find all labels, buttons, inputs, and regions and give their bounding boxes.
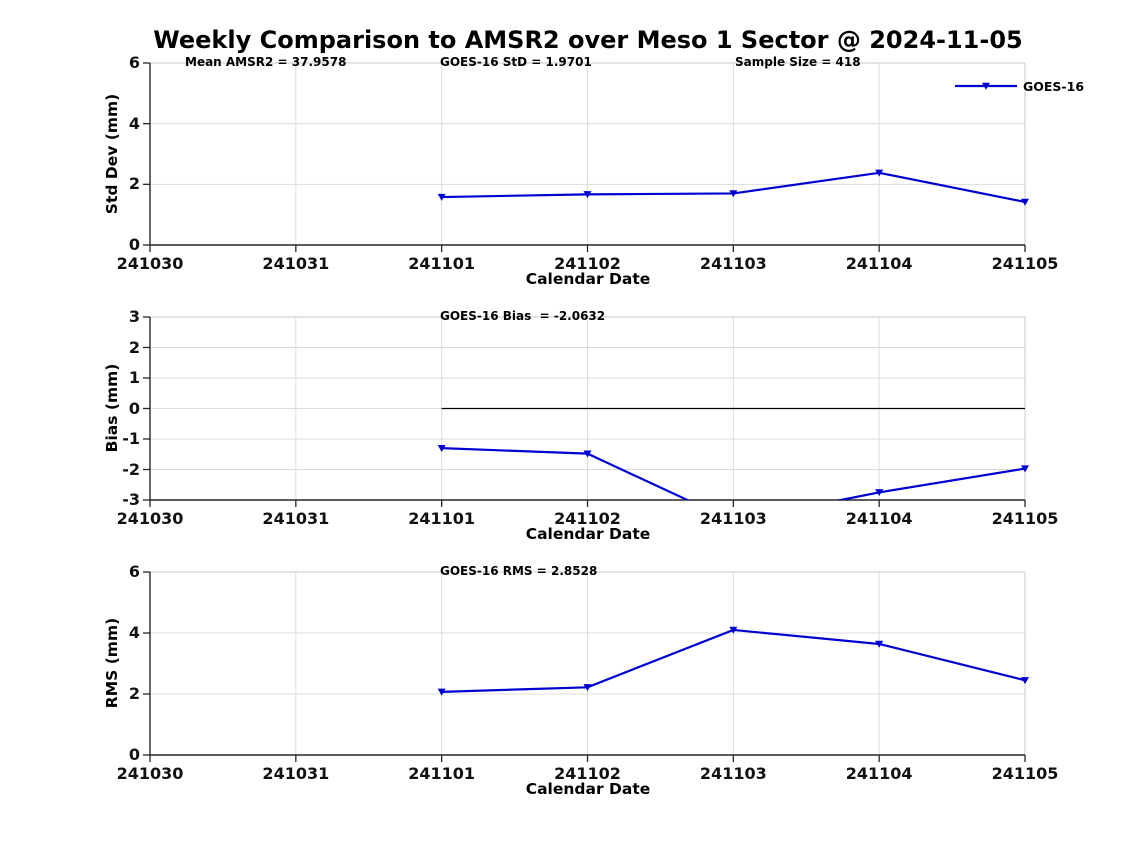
stat-annotation: GOES-16 StD = 1.9701 bbox=[440, 55, 592, 69]
data-point-marker bbox=[583, 191, 592, 199]
x-tick-label: 241102 bbox=[554, 509, 621, 528]
x-tick-label: 241030 bbox=[116, 254, 184, 273]
x-axis-label-stddev: Calendar Date bbox=[525, 270, 651, 288]
data-point-marker bbox=[1021, 198, 1029, 206]
grid-lines bbox=[150, 571, 1026, 755]
data-point-marker bbox=[1021, 677, 1029, 685]
series-markers bbox=[437, 169, 1029, 206]
x-tick-label: 241101 bbox=[408, 254, 476, 273]
x-axis-label-bias: Calendar Date bbox=[525, 525, 651, 543]
data-point-marker bbox=[437, 444, 446, 452]
x-tick-label: 241103 bbox=[699, 764, 767, 783]
y-tick-label: 3 bbox=[128, 307, 140, 326]
figure-title: Weekly Comparison to AMSR2 over Meso 1 S… bbox=[153, 26, 1023, 54]
data-point-marker bbox=[875, 169, 884, 177]
data-point-marker bbox=[729, 190, 738, 198]
x-tick-label: 241031 bbox=[262, 254, 330, 273]
y-axis-label-stddev: Std Dev (mm) bbox=[103, 93, 121, 215]
y-tick-label: 1 bbox=[128, 368, 140, 387]
series-markers bbox=[437, 444, 1029, 497]
x-tick-label: 241030 bbox=[116, 509, 184, 528]
data-point-marker bbox=[875, 640, 884, 648]
y-tick-label: 2 bbox=[128, 337, 140, 357]
x-axis-label-rms: Calendar Date bbox=[525, 780, 651, 798]
y-tick-label: 6 bbox=[128, 53, 140, 72]
y-tick-label: 0 bbox=[128, 235, 140, 254]
data-point-marker bbox=[437, 688, 446, 696]
x-tick-label: 241104 bbox=[845, 764, 913, 783]
stat-annotation: Sample Size = 418 bbox=[735, 55, 861, 69]
data-point-marker bbox=[875, 489, 884, 497]
legend-label: GOES-16 bbox=[1023, 79, 1085, 94]
y-tick-label: 0 bbox=[128, 745, 140, 764]
y-tick-label: -1 bbox=[122, 429, 140, 448]
x-tick-label: 241101 bbox=[408, 509, 476, 528]
y-tick-label: 2 bbox=[128, 174, 140, 194]
data-point-marker bbox=[583, 450, 592, 458]
series-markers bbox=[437, 626, 1029, 696]
series-line-bias bbox=[441, 447, 1026, 500]
x-tick-label: 241105 bbox=[991, 254, 1059, 273]
data-point-marker bbox=[729, 626, 738, 634]
y-tick-label: -2 bbox=[122, 459, 140, 479]
y-tick-label: 0 bbox=[128, 398, 140, 418]
x-tick-label: 241101 bbox=[408, 764, 476, 783]
grid-lines bbox=[150, 62, 1026, 245]
tick-marks bbox=[143, 316, 1026, 507]
y-tick-label: 6 bbox=[128, 562, 140, 581]
legend bbox=[955, 82, 1017, 90]
y-tick-label: 4 bbox=[128, 113, 140, 133]
legend-marker bbox=[982, 82, 990, 90]
data-point-marker bbox=[437, 193, 446, 201]
x-tick-label: 241104 bbox=[845, 254, 913, 273]
x-tick-label: 241031 bbox=[262, 509, 330, 528]
x-tick-label: 241103 bbox=[699, 509, 767, 528]
x-tick-label: 241103 bbox=[699, 254, 767, 273]
x-tick-label: 241030 bbox=[116, 764, 184, 783]
x-tick-label: 241105 bbox=[991, 509, 1059, 528]
y-tick-label: -3 bbox=[122, 490, 140, 509]
stat-annotation: GOES-16 Bias = -2.0632 bbox=[440, 309, 606, 323]
stat-annotation: GOES-16 RMS = 2.8528 bbox=[440, 564, 598, 578]
x-tick-label: 241102 bbox=[554, 254, 621, 273]
data-point-marker bbox=[583, 684, 592, 692]
x-tick-label: 241031 bbox=[262, 764, 330, 783]
data-point-marker bbox=[1021, 465, 1029, 473]
y-tick-label: 4 bbox=[128, 623, 140, 642]
x-tick-label: 241102 bbox=[554, 764, 621, 783]
tick-marks bbox=[143, 62, 1026, 252]
y-tick-label: 2 bbox=[128, 684, 140, 703]
tick-marks bbox=[143, 571, 1026, 762]
stat-annotation: Mean AMSR2 = 37.9578 bbox=[185, 55, 347, 69]
x-tick-label: 241104 bbox=[845, 509, 913, 528]
x-tick-label: 241105 bbox=[991, 764, 1059, 783]
